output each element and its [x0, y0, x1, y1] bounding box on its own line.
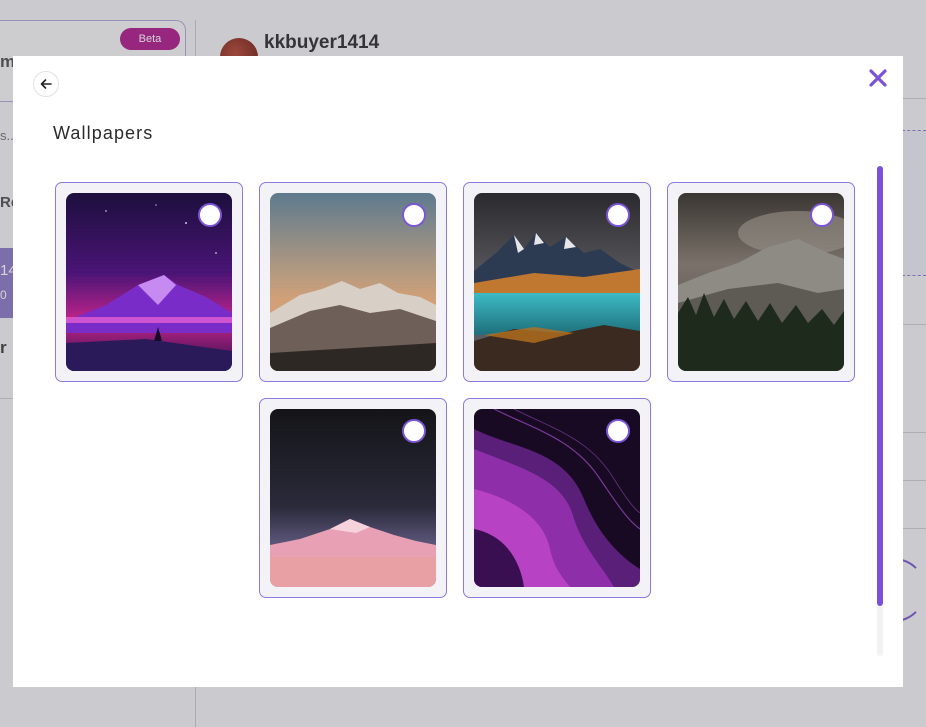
conversation-name: r	[0, 338, 7, 357]
wallpaper-card-patagonia-lake[interactable]	[463, 182, 651, 382]
right-divider	[902, 480, 926, 481]
modal-title: Wallpapers	[53, 123, 154, 143]
wallpapers-modal: Wallpapers	[13, 56, 903, 687]
wallpaper-thumbnail	[66, 193, 232, 371]
beta-badge: Beta	[120, 28, 180, 50]
back-button[interactable]	[33, 71, 59, 97]
right-divider	[902, 432, 926, 433]
wallpaper-thumbnail	[474, 193, 640, 371]
close-button[interactable]	[866, 66, 890, 90]
wallpaper-radio[interactable]	[606, 419, 630, 443]
wallpaper-thumbnail	[270, 193, 436, 371]
right-divider	[902, 528, 926, 529]
scrollbar-thumb[interactable]	[877, 166, 883, 606]
arrow-left-icon	[40, 79, 52, 89]
wallpaper-radio[interactable]	[198, 203, 222, 227]
right-divider	[902, 324, 926, 325]
selected-conversation-name: 14	[0, 262, 17, 279]
wallpaper-radio[interactable]	[402, 419, 426, 443]
dashed-region	[902, 130, 926, 276]
panel-title-fragment: m	[0, 52, 16, 71]
right-divider	[902, 98, 926, 99]
chat-username: kkbuyer1414	[264, 32, 380, 53]
close-icon	[869, 69, 887, 87]
search-input: s...	[0, 128, 14, 143]
wallpaper-card-misty-forest-cliffs[interactable]	[667, 182, 855, 382]
wallpaper-radio[interactable]	[402, 203, 426, 227]
selected-conversation	[0, 248, 14, 318]
wallpaper-card-sunset-snow-peaks[interactable]	[259, 182, 447, 382]
wallpaper-radio[interactable]	[606, 203, 630, 227]
wallpaper-card-pink-desert-dunes[interactable]	[259, 398, 447, 598]
wallpaper-thumbnail	[270, 409, 436, 587]
wallpaper-radio[interactable]	[810, 203, 834, 227]
wallpaper-card-purple-waves[interactable]	[463, 398, 651, 598]
wallpaper-card-purple-mountain-moon[interactable]	[55, 182, 243, 382]
selected-conversation-sub: 0	[0, 288, 7, 302]
list-divider	[0, 398, 14, 399]
